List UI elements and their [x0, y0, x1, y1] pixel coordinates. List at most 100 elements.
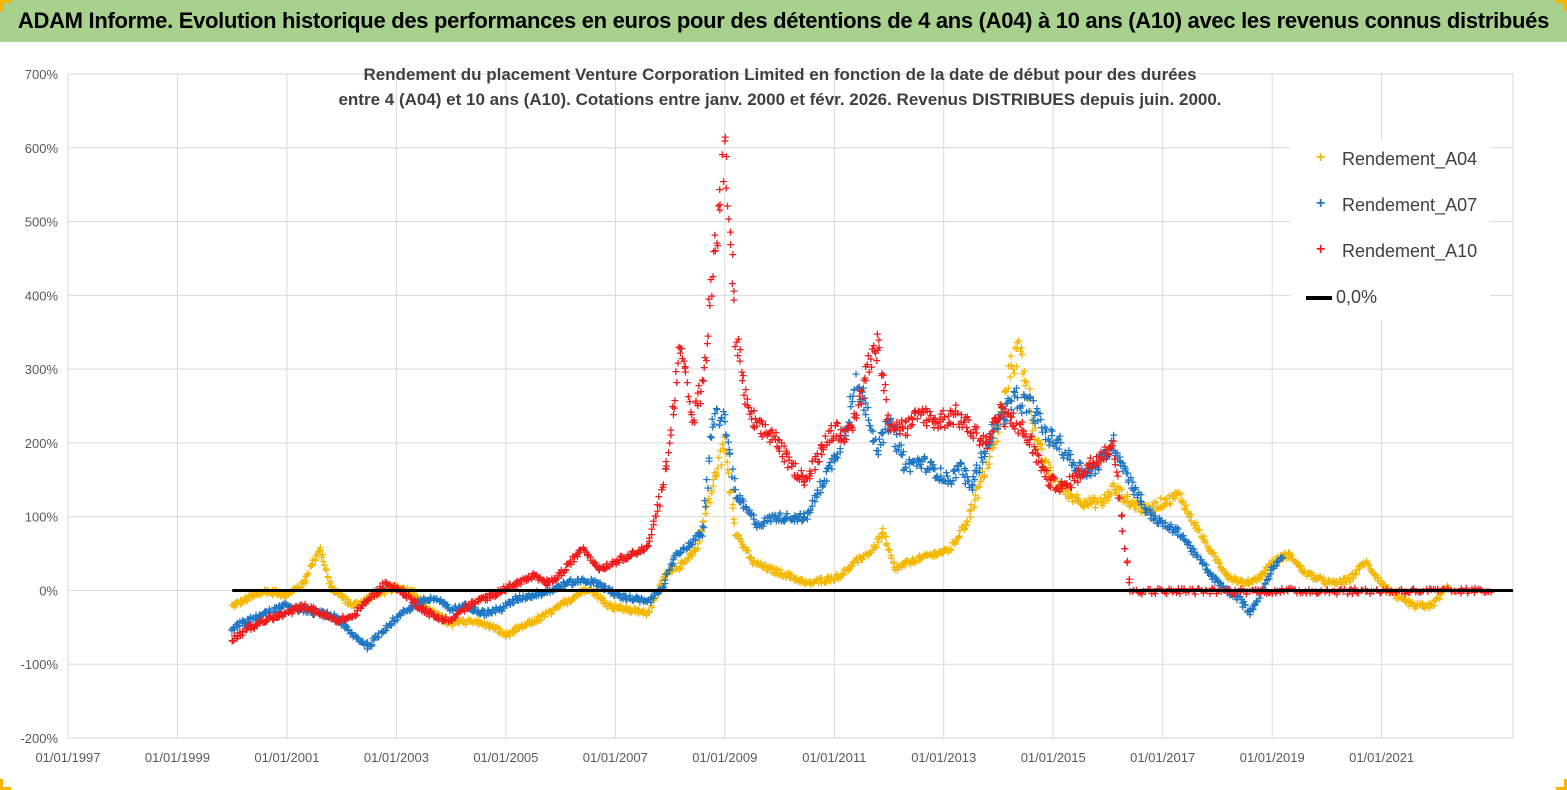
data-point: + [514, 622, 523, 635]
data-point: + [1327, 576, 1336, 589]
data-point: + [979, 429, 988, 442]
data-point: + [1012, 382, 1021, 395]
data-point: + [1267, 557, 1276, 570]
data-point: + [1321, 577, 1330, 590]
data-point: + [861, 548, 870, 561]
data-point: + [951, 408, 960, 421]
data-point: + [550, 572, 559, 585]
data-point: + [1028, 447, 1037, 460]
data-point: + [1088, 491, 1097, 504]
data-point: + [485, 587, 494, 600]
data-point: + [856, 393, 865, 406]
data-point: + [866, 424, 875, 437]
data-point: + [1148, 500, 1157, 513]
data-point: + [771, 567, 780, 580]
data-point: + [1057, 475, 1066, 488]
data-point: + [836, 442, 845, 455]
data-point: + [485, 618, 494, 631]
data-point: + [454, 602, 463, 615]
data-point: + [773, 433, 782, 446]
data-point: + [1080, 500, 1089, 513]
data-point: + [837, 433, 846, 446]
data-point: + [294, 605, 303, 618]
data-point: + [685, 395, 694, 408]
data-point: + [645, 605, 654, 618]
data-point: + [698, 525, 707, 538]
data-point: + [429, 607, 438, 620]
data-point: + [372, 589, 381, 602]
data-point: + [617, 550, 626, 563]
data-point: + [918, 403, 927, 416]
data-point: + [606, 587, 615, 600]
data-point: + [763, 514, 772, 527]
data-point: + [568, 578, 577, 591]
data-point: + [850, 411, 859, 424]
data-point: + [1137, 587, 1146, 600]
data-point: + [759, 519, 768, 532]
data-point: + [1128, 484, 1137, 497]
data-point: + [1029, 414, 1038, 427]
data-point: + [1058, 485, 1067, 498]
data-point: + [572, 588, 581, 601]
data-point: + [511, 576, 520, 589]
data-point: + [1047, 471, 1056, 484]
data-point: + [731, 529, 740, 542]
data-point: + [836, 423, 845, 436]
data-point: + [1384, 587, 1393, 600]
data-point: + [560, 580, 569, 593]
data-point: + [846, 419, 855, 432]
data-point: + [513, 594, 522, 607]
data-point: + [1319, 576, 1328, 589]
data-point: + [625, 589, 634, 602]
data-point: + [464, 614, 473, 627]
data-point: + [1126, 498, 1135, 511]
data-point: + [1154, 517, 1163, 530]
data-point: + [1089, 457, 1098, 470]
data-point: + [954, 530, 963, 543]
data-point: + [940, 421, 949, 434]
data-point: + [1215, 579, 1224, 592]
data-point: + [272, 602, 281, 615]
data-point: + [925, 405, 934, 418]
data-point: + [761, 558, 770, 571]
data-point: + [374, 626, 383, 639]
chart-title: Rendement du placement Venture Corporati… [260, 62, 1300, 112]
data-point: + [606, 599, 615, 612]
data-point: + [932, 469, 941, 482]
data-point: + [1093, 461, 1102, 474]
data-point: + [358, 636, 367, 649]
x-tick-label: 01/01/2017 [1130, 750, 1195, 765]
data-point: + [1212, 587, 1221, 600]
data-point: + [1230, 587, 1239, 600]
data-point: + [1287, 548, 1296, 561]
data-point: + [521, 619, 530, 632]
data-point: + [708, 413, 717, 426]
data-point: + [960, 471, 969, 484]
data-point: + [942, 543, 951, 556]
data-point: + [232, 596, 241, 609]
data-point: + [1117, 491, 1126, 504]
data-point: + [1418, 600, 1427, 613]
data-point: + [349, 600, 358, 613]
data-point: + [422, 607, 431, 620]
data-point: + [1375, 577, 1384, 590]
data-point: + [755, 415, 764, 428]
data-point: + [1094, 459, 1103, 472]
data-point: + [1034, 449, 1043, 462]
data-point: + [528, 567, 537, 580]
data-point: + [1427, 597, 1436, 610]
data-point: + [455, 600, 464, 613]
data-point: + [445, 604, 454, 617]
data-point: + [771, 433, 780, 446]
data-point: + [662, 567, 671, 580]
data-point: + [1102, 443, 1111, 456]
data-point: + [284, 606, 293, 619]
data-point: + [1292, 556, 1301, 569]
data-point: + [938, 413, 947, 426]
data-point: + [1262, 563, 1271, 576]
data-point: + [369, 589, 378, 602]
data-point: + [545, 575, 554, 588]
data-point: + [1158, 516, 1167, 529]
data-point: + [1173, 529, 1182, 542]
data-point: + [608, 555, 617, 568]
